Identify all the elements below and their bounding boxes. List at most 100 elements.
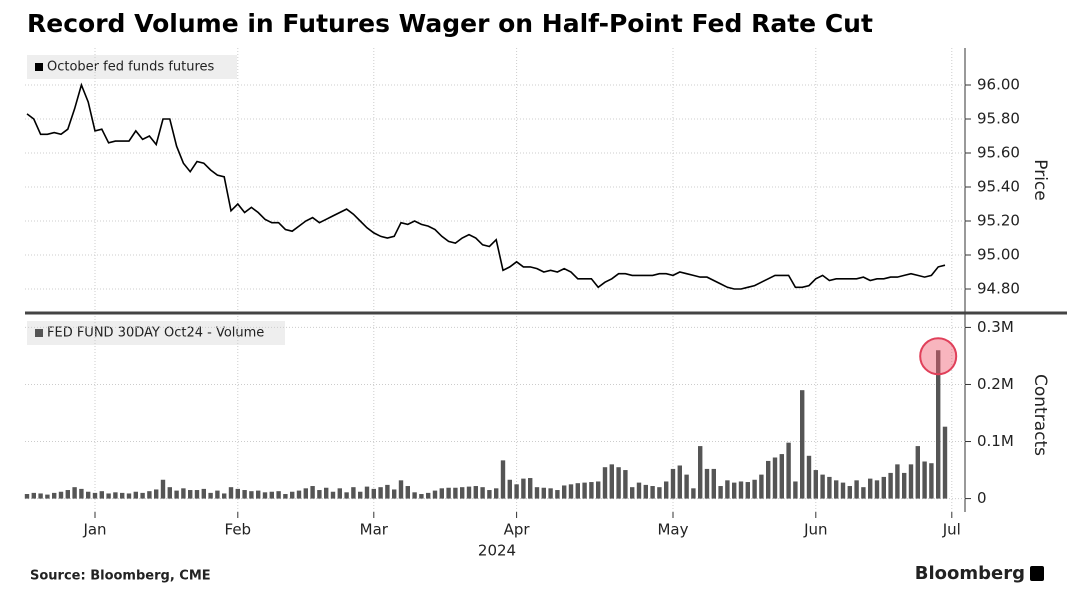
legend-box — [27, 321, 285, 345]
bar — [915, 446, 920, 499]
bar — [732, 482, 737, 499]
y-tick-label: 0 — [977, 489, 987, 507]
bar — [337, 488, 342, 499]
bar — [507, 479, 512, 499]
bar — [657, 487, 662, 499]
bar — [623, 470, 628, 499]
x-tick-label: Jan — [82, 521, 106, 539]
bar — [711, 468, 716, 499]
bar — [358, 491, 363, 499]
bar — [745, 482, 750, 499]
bar — [609, 464, 614, 499]
y-tick-label: 95.80 — [977, 110, 1020, 128]
bar — [589, 482, 594, 499]
bar — [38, 493, 43, 499]
bar — [793, 481, 798, 499]
bar — [494, 488, 499, 499]
bar — [167, 487, 172, 499]
brand-icon — [1030, 566, 1044, 581]
bar — [228, 487, 234, 499]
bar — [106, 493, 111, 499]
bar — [868, 478, 873, 499]
bar — [936, 350, 941, 499]
y-axis-title: Contracts — [1030, 374, 1050, 456]
bar — [473, 486, 478, 499]
bar — [439, 488, 444, 499]
bar — [133, 491, 138, 499]
bar — [242, 490, 247, 499]
brand: Bloomberg — [915, 563, 1025, 584]
bar — [779, 454, 784, 499]
chart-title: Record Volume in Futures Wager on Half-P… — [27, 9, 873, 38]
bar — [895, 464, 900, 499]
bar — [378, 487, 383, 499]
bar — [256, 490, 261, 499]
bar — [235, 488, 240, 499]
bar — [371, 488, 376, 499]
legend-swatch — [35, 329, 43, 337]
bar — [303, 488, 308, 499]
y-tick-label: 95.60 — [977, 144, 1020, 162]
bar — [908, 464, 914, 499]
bar — [888, 472, 893, 499]
bar — [630, 487, 635, 499]
bar — [718, 486, 723, 499]
bar — [752, 479, 757, 499]
bar — [52, 492, 57, 499]
bar — [677, 465, 682, 499]
bar — [412, 492, 417, 499]
bar — [650, 486, 655, 499]
bar — [806, 455, 812, 499]
bar — [446, 487, 451, 499]
y-tick-label: 95.20 — [977, 212, 1020, 230]
bar — [45, 494, 50, 499]
x-tick-label: Jun — [803, 521, 827, 539]
bar — [249, 491, 254, 499]
bar — [827, 476, 832, 499]
bar — [269, 491, 274, 499]
y-tick-label: 0.2M — [977, 375, 1014, 393]
x-tick-label: Feb — [225, 521, 252, 539]
bar — [514, 484, 519, 499]
bar — [188, 490, 193, 499]
bar — [324, 487, 329, 499]
bar — [58, 491, 64, 499]
bar — [480, 487, 485, 499]
bar — [194, 490, 200, 499]
bar — [426, 492, 431, 499]
bar — [290, 491, 295, 499]
bar — [201, 488, 206, 499]
bar — [466, 486, 472, 499]
bar — [460, 487, 465, 499]
bar — [582, 482, 587, 499]
bar — [208, 492, 213, 499]
bar — [602, 467, 608, 499]
bar — [160, 479, 166, 499]
bar — [528, 478, 533, 499]
x-tick-label: Mar — [360, 521, 389, 539]
bar — [283, 494, 288, 499]
bar — [262, 492, 268, 499]
bar — [786, 442, 791, 499]
bar — [670, 468, 676, 499]
bar — [548, 488, 553, 499]
bar — [344, 492, 349, 499]
legend-box — [27, 55, 237, 79]
bar — [65, 490, 70, 499]
y-tick-label: 0.3M — [977, 318, 1014, 336]
bar — [296, 490, 302, 499]
bar — [432, 490, 438, 499]
bar — [800, 390, 805, 499]
bar — [881, 476, 886, 499]
y-axis-title: Price — [1030, 159, 1050, 200]
bar — [942, 426, 948, 499]
bar — [31, 492, 36, 499]
bar — [126, 493, 132, 499]
bar — [929, 463, 934, 499]
bar — [772, 457, 778, 499]
bar — [72, 487, 77, 499]
bar — [140, 492, 145, 499]
bar — [364, 486, 370, 499]
y-tick-label: 95.00 — [977, 246, 1020, 264]
